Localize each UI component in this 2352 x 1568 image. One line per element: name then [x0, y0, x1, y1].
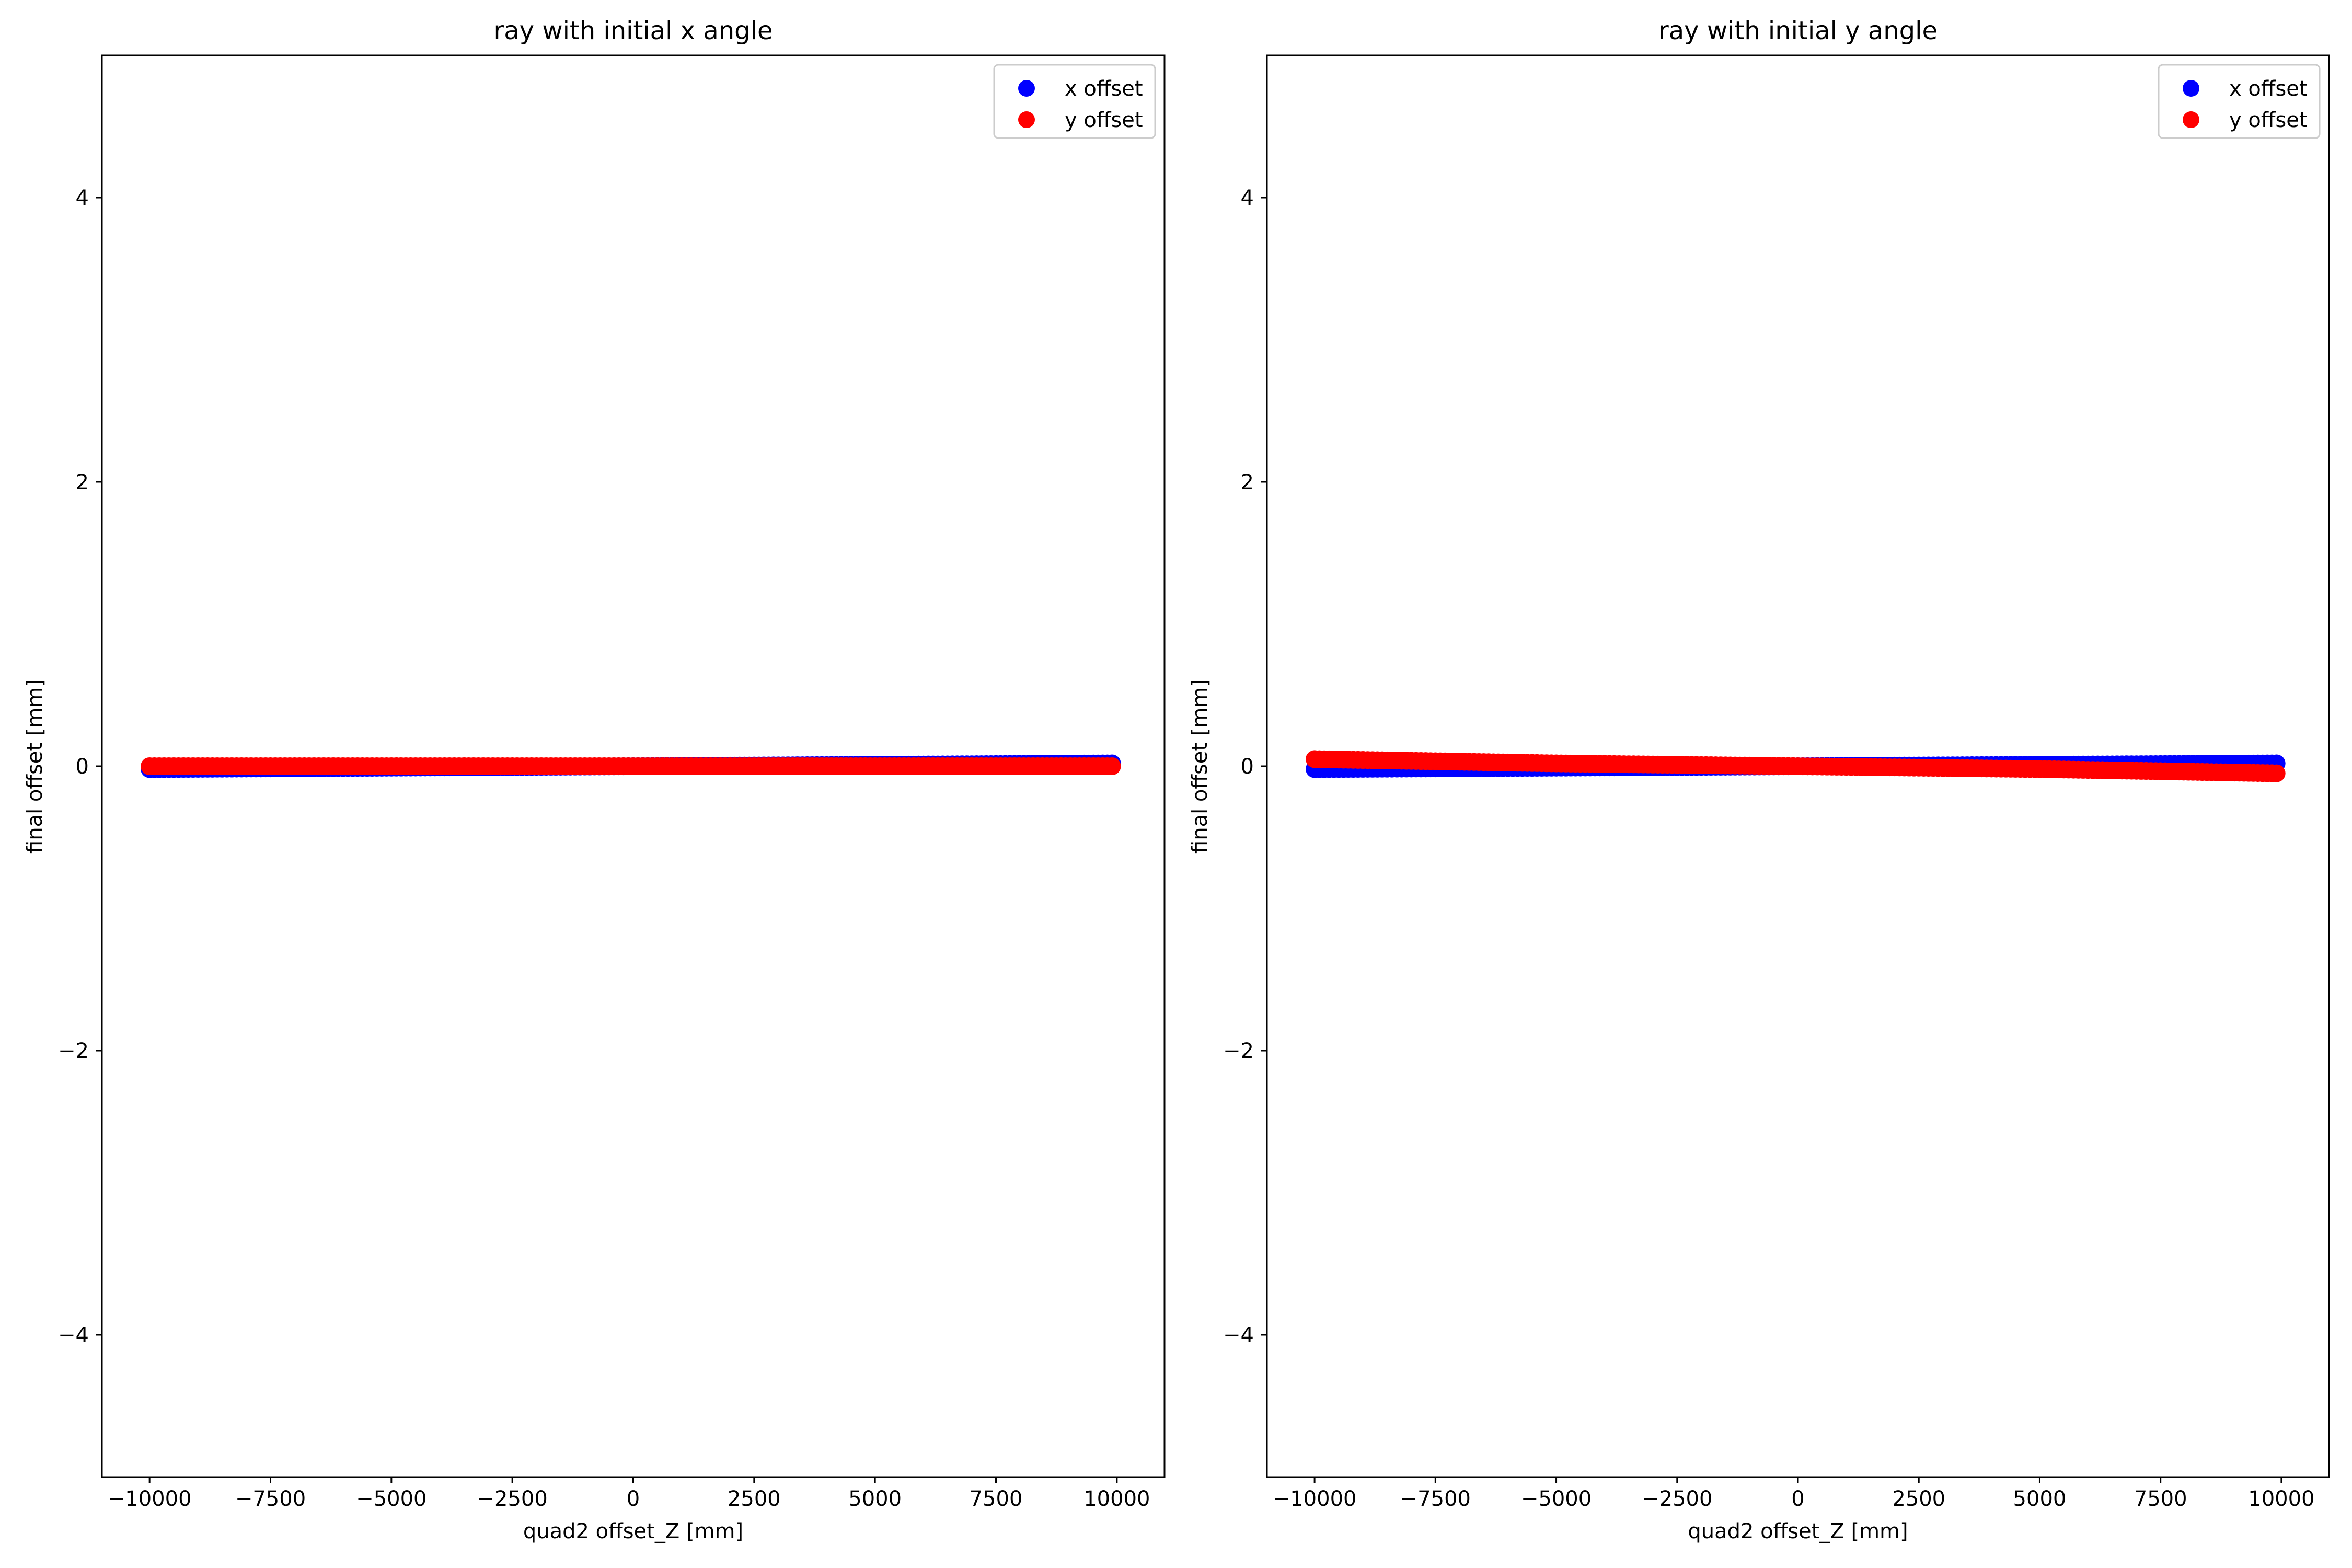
- x-tick-label: 7500: [2134, 1487, 2187, 1511]
- legend-marker: [1018, 111, 1035, 128]
- chart-panel-2: −10000 −7500 −5000 −2500 0 2500 5000 7500 10000 −…: [1188, 16, 2330, 1543]
- x-tick-label: 7500: [970, 1487, 1023, 1511]
- chart-title: ray with initial x angle: [494, 16, 773, 45]
- x-tick-label: −10000: [1273, 1487, 1357, 1511]
- x-tick-label: −5000: [1521, 1487, 1592, 1511]
- x-tick-label: 2500: [1892, 1487, 1945, 1511]
- data-point: [2267, 764, 2286, 782]
- x-tick-label: 2500: [728, 1487, 781, 1511]
- legend-label: x offset: [1065, 77, 1143, 101]
- x-tick-label: 5000: [848, 1487, 902, 1511]
- legend-label: x offset: [2229, 77, 2308, 101]
- y-tick-label: 0: [1241, 755, 1254, 779]
- x-tick-label: 0: [627, 1487, 640, 1511]
- y-tick-label: −4: [58, 1323, 89, 1347]
- legend-label: y offset: [1065, 108, 1143, 132]
- x-tick-label: −10000: [108, 1487, 192, 1511]
- x-tick-label: −7500: [1400, 1487, 1471, 1511]
- y-axis-label: final offset [mm]: [1188, 679, 1212, 854]
- legend: x offset y offset: [2158, 64, 2321, 139]
- x-tick-label: 0: [1791, 1487, 1804, 1511]
- x-tick-label: −2500: [1642, 1487, 1712, 1511]
- x-axis-label: quad2 offset_Z [mm]: [1688, 1519, 1908, 1543]
- x-tick-label: −7500: [235, 1487, 306, 1511]
- legend-marker: [2183, 80, 2199, 97]
- x-tick-label: 10000: [1083, 1487, 1150, 1511]
- legend-label: y offset: [2229, 108, 2308, 132]
- chart-panel-1: −10000 −7500 −5000 −2500 0 2500 5000 7500 10000 −…: [23, 16, 1166, 1543]
- y-tick-label: 0: [76, 755, 89, 779]
- chart-title: ray with initial y angle: [1658, 16, 1938, 45]
- x-tick-label: 5000: [2013, 1487, 2067, 1511]
- y-tick-label: −4: [1223, 1323, 1254, 1347]
- series-y-offset: [1306, 750, 2286, 782]
- series-y-offset: [141, 757, 1121, 775]
- y-tick-label: −2: [58, 1039, 89, 1063]
- legend: x offset y offset: [993, 64, 1156, 139]
- x-tick-label: −5000: [356, 1487, 426, 1511]
- y-tick-label: 2: [1241, 470, 1254, 494]
- x-axis-label: quad2 offset_Z [mm]: [523, 1519, 743, 1543]
- y-axis-label: final offset [mm]: [23, 679, 47, 854]
- y-tick-label: 2: [76, 470, 89, 494]
- y-tick-label: 4: [76, 186, 89, 210]
- x-tick-label: −2500: [477, 1487, 548, 1511]
- legend-marker: [2183, 111, 2199, 128]
- data-point: [1103, 757, 1121, 775]
- y-tick-label: −2: [1223, 1039, 1254, 1063]
- x-tick-label: 10000: [2248, 1487, 2314, 1511]
- legend-marker: [1018, 80, 1035, 97]
- y-tick-label: 4: [1241, 186, 1254, 210]
